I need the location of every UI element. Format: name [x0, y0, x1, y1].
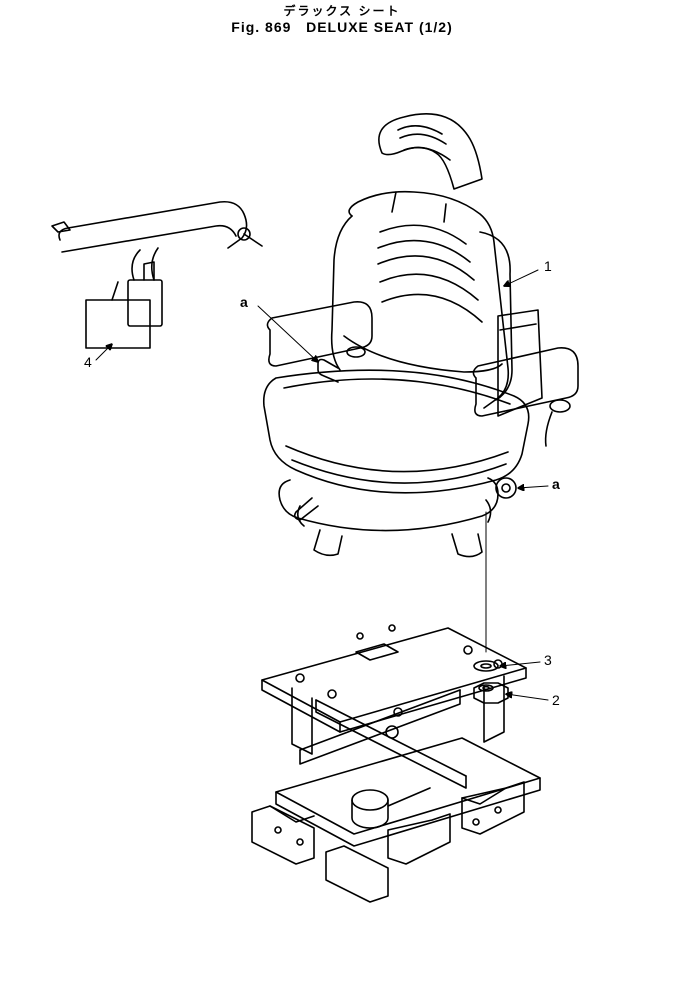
callout-ref-1: 1	[544, 258, 552, 274]
callout-ref-4: 4	[84, 354, 92, 370]
callout-letter-a-left: a	[240, 294, 248, 310]
diagram-page: デラックス シート Fig. 869 DELUXE SEAT (1/2)	[0, 0, 684, 988]
callout-ref-2: 2	[552, 692, 560, 708]
nut-item-2	[474, 683, 508, 703]
diagram-svg	[0, 0, 684, 988]
suspension-base	[252, 625, 540, 902]
seat-assembly	[264, 114, 578, 557]
callout-letter-a-right: a	[552, 476, 560, 492]
callout-ref-3: 3	[544, 652, 552, 668]
seat-belt	[52, 202, 262, 348]
